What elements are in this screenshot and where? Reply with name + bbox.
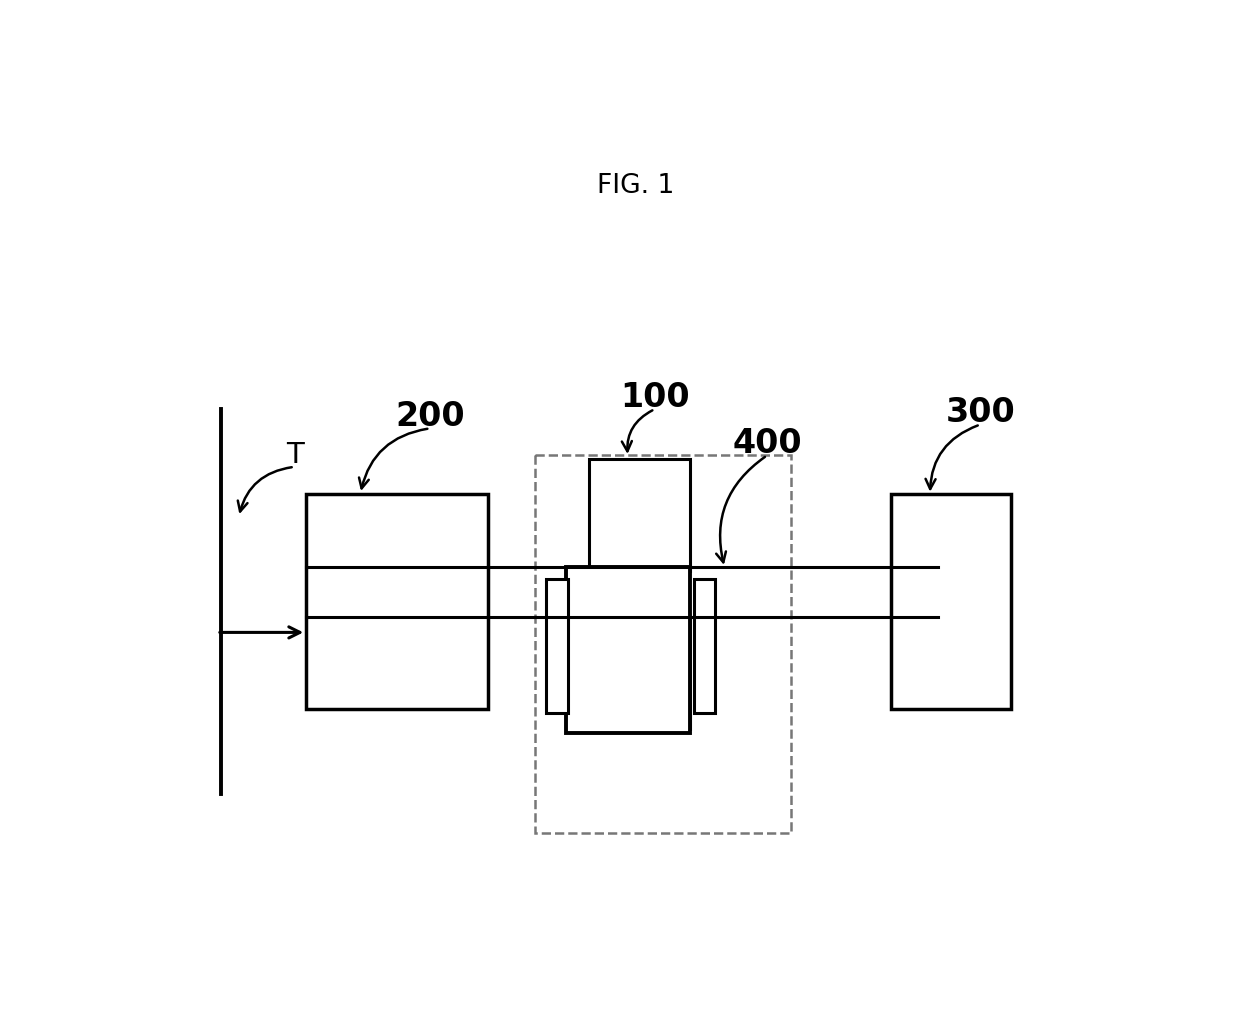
Bar <box>565 567 689 733</box>
Bar <box>306 494 489 709</box>
Text: 300: 300 <box>945 396 1016 430</box>
Bar <box>589 460 689 570</box>
Text: 200: 200 <box>396 401 465 434</box>
Text: T: T <box>285 441 304 469</box>
Text: 400: 400 <box>733 427 802 461</box>
Bar <box>693 579 715 713</box>
Bar <box>589 617 689 729</box>
Text: 100: 100 <box>620 381 689 414</box>
Bar <box>534 455 791 832</box>
Text: FIG. 1: FIG. 1 <box>596 173 675 199</box>
Bar <box>547 579 568 713</box>
Bar <box>892 494 1012 709</box>
